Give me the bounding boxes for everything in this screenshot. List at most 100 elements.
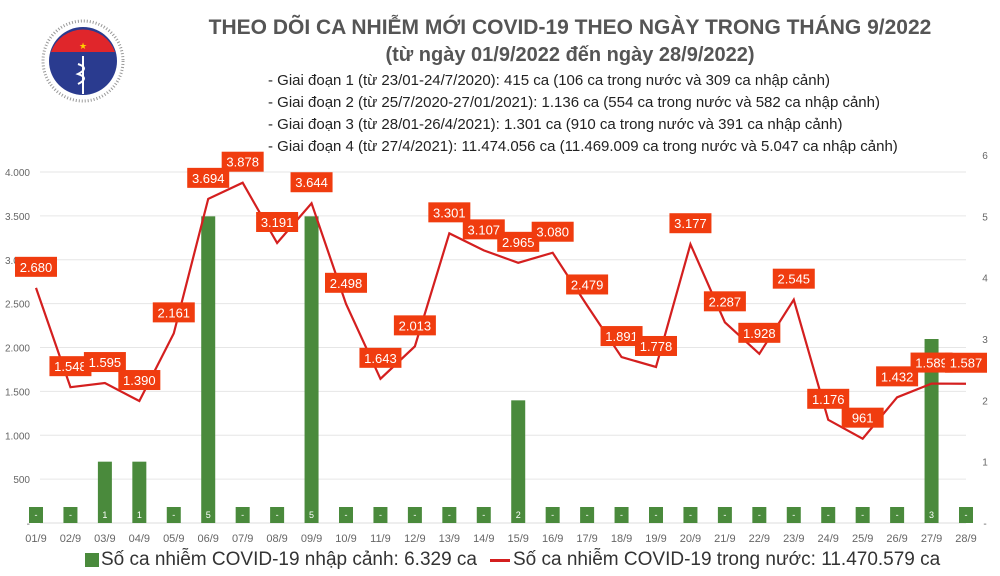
bar [166, 507, 181, 523]
right-axis-tick: 4 [982, 274, 988, 285]
data-label: 1.891 [605, 329, 638, 344]
bar-label: 5 [206, 510, 211, 520]
bar-label: 3 [929, 510, 934, 520]
chart-subtitle: (từ ngày 01/9/2022 đến ngày 28/9/2022) [385, 44, 755, 66]
x-axis-tick: 03/9 [94, 533, 115, 545]
x-axis-tick: 24/9 [818, 533, 839, 545]
bar [786, 507, 801, 523]
bar-label: - [379, 510, 382, 520]
data-label-box [462, 219, 505, 240]
bar-label: - [69, 510, 72, 520]
x-axis-tick: 18/9 [611, 533, 632, 545]
ministry-of-health-logo: ★ [38, 16, 128, 106]
left-axis-tick: 500 [13, 475, 30, 486]
data-label-box [49, 356, 92, 377]
data-label: 2.013 [399, 318, 432, 333]
bar [132, 461, 147, 523]
data-label: 2.479 [571, 277, 604, 292]
bar-label: - [965, 510, 968, 520]
bar-label: - [35, 510, 38, 520]
data-label-box [325, 272, 367, 293]
bar [235, 507, 250, 523]
x-axis-tick: 27/9 [921, 533, 942, 545]
x-axis-tick: 25/9 [852, 533, 873, 545]
data-label-box [83, 352, 126, 373]
bar [63, 507, 78, 523]
bar-label: - [689, 510, 692, 520]
data-label: 2.545 [778, 272, 811, 287]
data-label-box [669, 213, 712, 234]
x-axis-tick: 28/9 [955, 533, 976, 545]
data-label: 2.287 [709, 294, 742, 309]
bar [373, 507, 388, 523]
x-axis-tick: 15/9 [508, 533, 529, 545]
bar [407, 507, 422, 523]
data-label-box [393, 315, 436, 336]
x-axis-tick: 01/9 [25, 533, 46, 545]
data-label-box [290, 172, 333, 193]
bar [201, 216, 216, 524]
bar-label: - [827, 510, 830, 520]
bar-label: - [758, 510, 761, 520]
right-axis-tick: 2 [982, 396, 988, 407]
bar-label: 1 [137, 510, 142, 520]
data-label: 1.928 [743, 326, 776, 341]
phase-note: - Giai đoạn 3 (từ 28/01-26/4/2021): 1.30… [268, 116, 843, 133]
data-label: 2.680 [20, 260, 53, 275]
data-label: 2.965 [502, 235, 535, 250]
bar-label: - [896, 510, 899, 520]
x-axis-tick: 11/9 [370, 533, 391, 545]
bar-label: - [345, 510, 348, 520]
bar [614, 507, 629, 523]
bar-label: 5 [309, 510, 314, 520]
data-label: 3.191 [261, 215, 294, 230]
bar-label: - [241, 510, 244, 520]
bar [339, 507, 353, 523]
left-axis-tick: 2.000 [5, 344, 30, 355]
x-axis-tick: 22/9 [749, 533, 770, 545]
bar-label: - [276, 510, 279, 520]
data-label-box [256, 211, 299, 232]
legend-item-domestic: Số ca nhiễm COVID-19 trong nước: 11.470.… [490, 549, 940, 571]
chart-title: THEO DÕI CA NHIỄM MỚI COVID-19 THEO NGÀY… [208, 16, 932, 39]
data-label-box [359, 347, 402, 368]
bar-label: 1 [102, 510, 107, 520]
x-axis-tick: 02/9 [60, 533, 81, 545]
left-axis-tick: 4.000 [5, 168, 30, 179]
data-label-box [738, 322, 781, 343]
bar [580, 507, 595, 523]
bar [304, 216, 319, 524]
data-label: 3.644 [295, 175, 328, 190]
left-axis-tick: 2.500 [5, 300, 30, 311]
bar-label: - [861, 510, 864, 520]
right-axis-tick: - [983, 519, 986, 530]
x-axis-tick: 10/9 [335, 533, 356, 545]
x-axis-tick: 12/9 [404, 533, 425, 545]
data-label-box [152, 302, 195, 323]
data-label: 3.177 [674, 216, 707, 231]
data-label-box [428, 202, 471, 223]
x-axis-tick: 05/9 [163, 533, 184, 545]
bar [476, 507, 491, 523]
x-axis-tick: 07/9 [232, 533, 253, 545]
x-axis-tick: 13/9 [439, 533, 460, 545]
data-label-box [841, 407, 884, 428]
data-label-box [600, 326, 643, 347]
x-axis-tick: 20/9 [680, 533, 701, 545]
bar [683, 507, 698, 523]
legend-swatch-line [490, 558, 510, 562]
svg-text:★: ★ [79, 41, 87, 51]
bar [717, 507, 732, 523]
x-axis-tick: 23/9 [783, 533, 804, 545]
x-axis-tick: 26/9 [886, 533, 907, 545]
bar-label: - [723, 510, 726, 520]
bar [890, 507, 905, 523]
x-axis-tick: 14/9 [473, 533, 494, 545]
bar [821, 507, 836, 523]
data-label: 1.176 [812, 392, 845, 407]
bar [752, 507, 767, 523]
data-label: 3.878 [226, 155, 259, 170]
bar [545, 507, 560, 523]
right-axis-tick: 6 [982, 151, 988, 162]
